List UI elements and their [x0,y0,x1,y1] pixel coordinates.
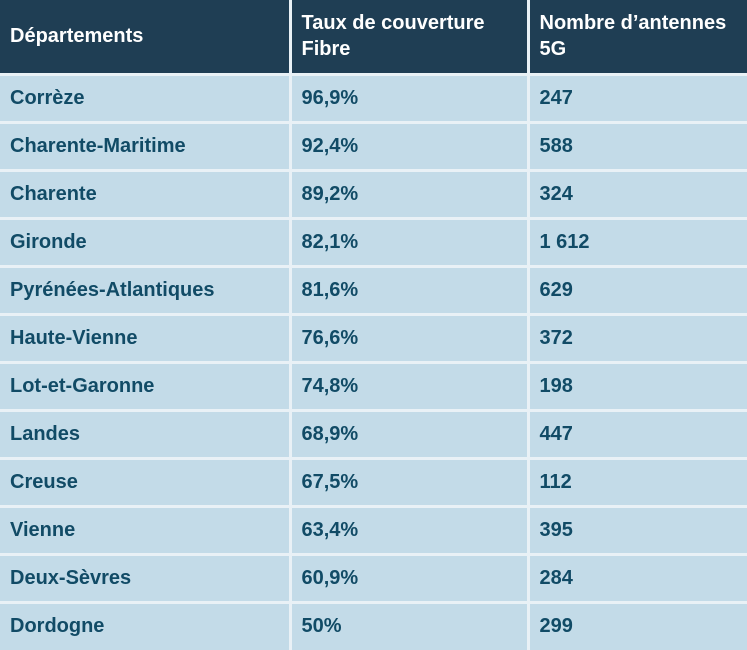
cell-antennes-5g: 372 [528,314,747,364]
table-row: Dordogne 50% 299 [0,602,747,650]
cell-antennes-5g: 198 [528,362,747,412]
table-row: Pyrénées-Atlantiques 81,6% 629 [0,266,747,316]
header-cell-nombre-antennes-5g: Nombre d’antennes 5G [528,0,747,76]
cell-fibre-coverage: 63,4% [290,506,530,556]
cell-fibre-coverage: 92,4% [290,122,530,172]
table-row: Deux-Sèvres 60,9% 284 [0,554,747,604]
table-row: Gironde 82,1% 1 612 [0,218,747,268]
cell-antennes-5g: 629 [528,266,747,316]
cell-fibre-coverage: 68,9% [290,410,530,460]
cell-fibre-coverage: 82,1% [290,218,530,268]
table-row: Corrèze 96,9% 247 [0,74,747,124]
table-row: Creuse 67,5% 112 [0,458,747,508]
cell-departement: Gironde [0,218,292,268]
cell-fibre-coverage: 89,2% [290,170,530,220]
cell-departement: Lot-et-Garonne [0,362,292,412]
cell-antennes-5g: 395 [528,506,747,556]
cell-departement: Charente-Maritime [0,122,292,172]
cell-departement: Dordogne [0,602,292,650]
header-cell-departements: Départements [0,0,292,76]
header-row: Départements Taux de couverture Fibre No… [0,0,747,76]
cell-fibre-coverage: 60,9% [290,554,530,604]
cell-departement: Charente [0,170,292,220]
cell-departement: Landes [0,410,292,460]
cell-antennes-5g: 588 [528,122,747,172]
table-header: Départements Taux de couverture Fibre No… [0,0,747,76]
cell-antennes-5g: 447 [528,410,747,460]
cell-fibre-coverage: 50% [290,602,530,650]
cell-antennes-5g: 247 [528,74,747,124]
table-row: Lot-et-Garonne 74,8% 198 [0,362,747,412]
header-cell-taux-couverture-fibre: Taux de couverture Fibre [290,0,530,76]
cell-antennes-5g: 324 [528,170,747,220]
cell-departement: Corrèze [0,74,292,124]
table-row: Charente-Maritime 92,4% 588 [0,122,747,172]
cell-fibre-coverage: 81,6% [290,266,530,316]
cell-departement: Creuse [0,458,292,508]
cell-antennes-5g: 284 [528,554,747,604]
cell-departement: Deux-Sèvres [0,554,292,604]
cell-fibre-coverage: 96,9% [290,74,530,124]
table-row: Charente 89,2% 324 [0,170,747,220]
cell-antennes-5g: 299 [528,602,747,650]
cell-antennes-5g: 112 [528,458,747,508]
cell-departement: Haute-Vienne [0,314,292,364]
table-row: Landes 68,9% 447 [0,410,747,460]
cell-departement: Vienne [0,506,292,556]
cell-fibre-coverage: 76,6% [290,314,530,364]
cell-antennes-5g: 1 612 [528,218,747,268]
table-row: Vienne 63,4% 395 [0,506,747,556]
cell-fibre-coverage: 67,5% [290,458,530,508]
cell-fibre-coverage: 74,8% [290,362,530,412]
table-body: Corrèze 96,9% 247 Charente-Maritime 92,4… [0,74,747,650]
table-row: Haute-Vienne 76,6% 372 [0,314,747,364]
cell-departement: Pyrénées-Atlantiques [0,266,292,316]
